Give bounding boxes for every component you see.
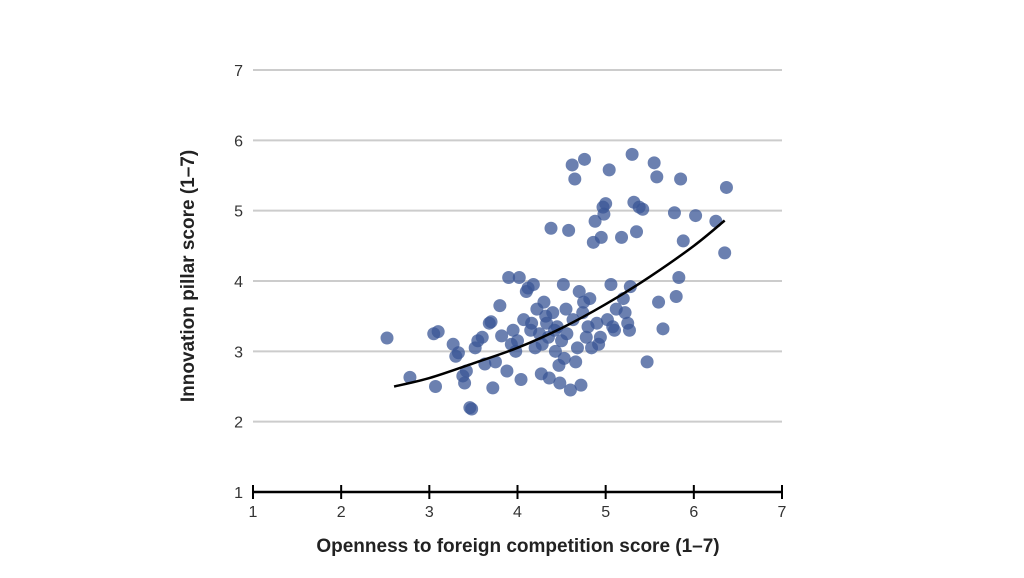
data-point — [559, 302, 573, 316]
data-point — [604, 278, 618, 292]
x-tick-label-3: 3 — [425, 504, 434, 521]
data-point — [429, 380, 443, 393]
data-point — [570, 341, 584, 355]
data-point — [656, 322, 670, 336]
data-point — [625, 147, 639, 161]
data-point — [572, 285, 586, 299]
data-point — [562, 223, 576, 237]
data-point — [563, 383, 577, 397]
x-tick-label-7: 7 — [778, 504, 787, 521]
data-point — [486, 381, 500, 395]
y-tick-label-4: 4 — [234, 274, 243, 291]
data-point — [565, 158, 579, 172]
data-point — [403, 370, 417, 384]
data-point — [615, 230, 629, 244]
y-tick-label-1: 1 — [234, 485, 243, 502]
data-point — [465, 402, 479, 416]
data-point — [718, 246, 732, 260]
data-point — [647, 156, 661, 170]
trendline-layer — [393, 219, 726, 388]
data-point — [636, 202, 650, 216]
data-point — [676, 234, 690, 248]
y-tick-label-5: 5 — [234, 204, 243, 221]
data-point — [537, 295, 551, 309]
data-point — [542, 371, 556, 385]
data-point — [574, 378, 588, 392]
data-point — [488, 355, 502, 369]
data-point — [544, 221, 558, 235]
x-axis — [252, 485, 783, 499]
data-point — [622, 323, 636, 337]
data-point — [594, 230, 608, 244]
data-point — [512, 270, 526, 284]
data-point — [578, 152, 592, 166]
data-point — [526, 278, 540, 292]
data-point — [672, 270, 686, 284]
data-point — [650, 170, 664, 184]
data-point — [579, 330, 593, 344]
y-axis-title: Innovation pillar score (1–7) — [178, 150, 199, 402]
data-point — [593, 330, 607, 344]
data-point — [588, 214, 602, 228]
data-point — [506, 323, 520, 337]
data-point — [475, 330, 489, 344]
x-axis-title: Openness to foreign competition score (1… — [316, 536, 719, 557]
x-tick-label-6: 6 — [689, 504, 698, 521]
data-point — [590, 316, 604, 330]
data-point — [431, 325, 445, 339]
data-point — [719, 180, 733, 194]
data-point — [458, 376, 472, 390]
data-point — [689, 209, 703, 223]
gridlines — [253, 69, 782, 423]
data-point — [583, 292, 597, 306]
data-point — [451, 346, 465, 360]
y-tick-label-6: 6 — [234, 133, 243, 150]
data-point — [669, 289, 683, 303]
data-point — [599, 197, 613, 211]
data-point — [630, 225, 644, 239]
data-point — [548, 344, 562, 358]
x-tick-label-5: 5 — [601, 504, 610, 521]
data-point — [652, 295, 666, 309]
y-tick-label-2: 2 — [234, 415, 243, 432]
data-point — [667, 206, 681, 220]
trendline — [393, 219, 726, 388]
data-point — [546, 306, 560, 320]
data-point — [569, 355, 583, 369]
x-axis-tick-labels: 1 2 3 4 5 6 7 — [249, 504, 787, 521]
data-point — [502, 270, 516, 284]
data-point — [553, 376, 567, 390]
data-point — [557, 351, 571, 365]
data-point — [380, 331, 394, 345]
y-tick-label-3: 3 — [234, 344, 243, 361]
y-tick-label-7: 7 — [234, 63, 243, 80]
data-point — [674, 172, 688, 186]
x-tick-label-4: 4 — [513, 504, 522, 521]
data-point — [560, 327, 574, 341]
data-point — [607, 323, 621, 337]
data-points — [380, 147, 733, 416]
data-point — [514, 372, 528, 386]
data-point — [493, 299, 507, 313]
data-point — [597, 207, 611, 221]
data-point — [640, 355, 654, 369]
x-tick-label-2: 2 — [337, 504, 346, 521]
data-point — [511, 334, 524, 348]
x-tick-label-1: 1 — [249, 504, 258, 521]
data-point — [500, 364, 514, 378]
y-axis-tick-labels: 1 2 3 4 5 6 7 — [234, 63, 243, 502]
data-point — [525, 316, 539, 330]
data-point — [602, 163, 616, 177]
data-point — [568, 172, 582, 186]
data-point — [618, 306, 632, 320]
data-point — [495, 329, 509, 343]
data-point — [709, 214, 723, 228]
data-point — [556, 278, 570, 292]
data-point — [484, 315, 498, 329]
